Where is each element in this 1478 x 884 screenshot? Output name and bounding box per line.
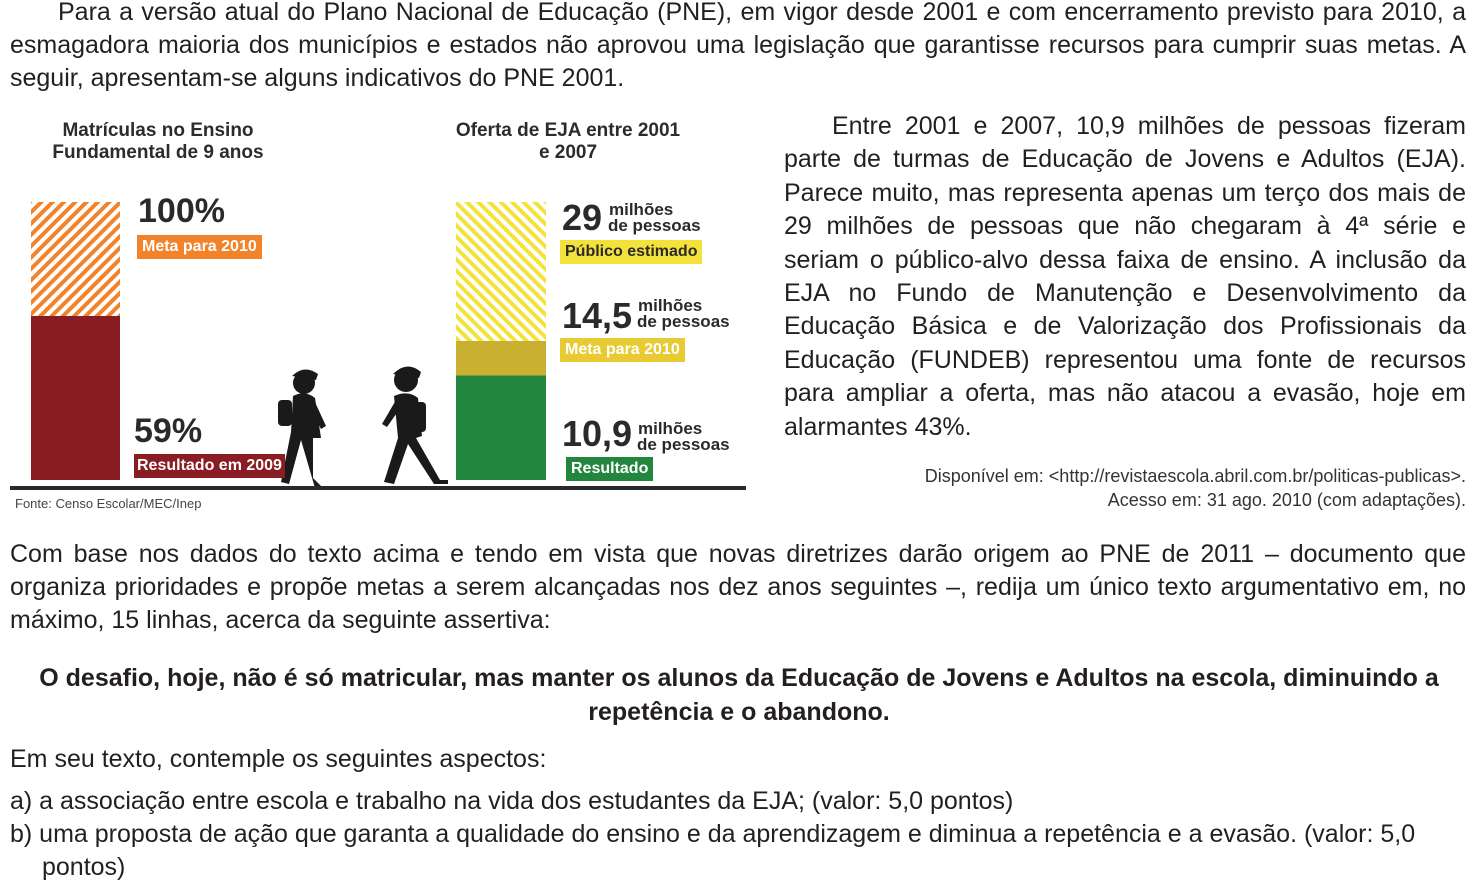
student-silhouette-2 [382,366,448,484]
chart2-bar-meta [456,341,546,376]
aspects-title: Em seu texto, contemple os seguintes asp… [10,745,547,773]
chart2-v2-unit-b: de pessoas [637,312,730,331]
chart2-v3-unit-b: de pessoas [637,435,730,454]
charts-svg [31,202,546,488]
chart1-bar-resultado [31,315,120,480]
chart2-v3: 10,9 [562,413,633,454]
chart1-bars [31,202,120,480]
chart2-v2: 14,5 [562,295,633,336]
chart1-bottom-tag: Resultado em 2009 [134,454,285,478]
chart2-bar-publico [456,202,546,341]
chart1-bar-meta [31,202,120,316]
chart2-bars [456,202,546,480]
chart1-title: Matrículas no Ensino Fundamental de 9 an… [52,120,264,163]
chart2-v1: 29 [562,197,603,238]
chart2-v1-tag: Público estimado [560,240,703,264]
student-silhouette-1 [278,369,326,488]
chart-baseline [10,486,746,490]
charts-figure: Matrículas no Ensino Fundamental de 9 an… [8,108,758,528]
chart2-title: Oferta de EJA entre 2001 e 2007 [455,120,681,163]
chart2-v1-unit-b: de pessoas [608,216,701,235]
intro-paragraph: Para a versão atual do Plano Nacional de… [10,0,1466,92]
chart1-bottom-value: 59% [134,412,203,450]
chart2-v2-unit-a: milhões [638,296,703,315]
instructions-paragraph: Com base nos dados do texto acima e tend… [10,540,1466,634]
article-paragraph: Entre 2001 e 2007, 10,9 milhões de pesso… [784,112,1466,441]
citation-line-2: Acesso em: 31 ago. 2010 (com adaptações)… [1107,490,1466,510]
chart1-top-tag: Meta para 2010 [137,235,262,259]
thesis-statement: O desafio, hoje, não é só matricular, ma… [39,664,1439,726]
citation-line-1: Disponível em: <http://revistaescola.abr… [924,466,1466,486]
chart2-bar-resultado [456,375,546,480]
citation: Disponível em: <http://revistaescola.abr… [925,464,1466,512]
chart1-top-value: 100% [138,192,225,230]
chart2-v3-tag: Resultado [566,457,654,481]
chart-source: Fonte: Censo Escolar/MEC/Inep [15,496,202,511]
chart2-v2-tag: Meta para 2010 [560,338,685,362]
aspect-b: b) uma proposta de ação que garanta a qu… [10,820,1416,881]
chart2-v3-unit-a: milhões [638,419,703,438]
chart2-v1-unit-a: milhões [609,200,674,219]
aspect-a: a) a associação entre escola e trabalho … [10,787,1014,815]
